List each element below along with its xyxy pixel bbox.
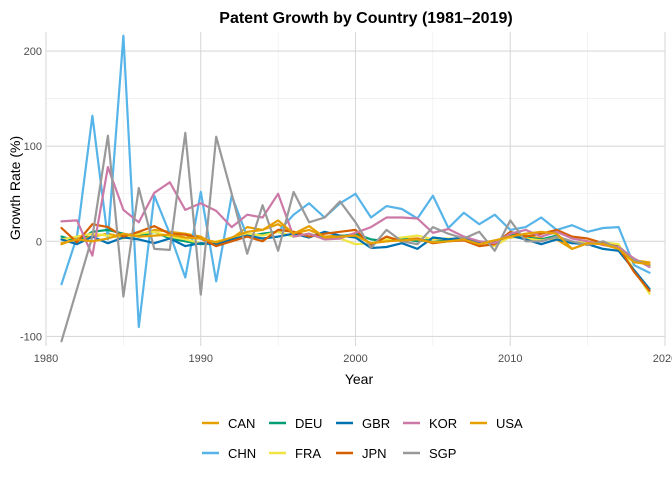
series-line-gbr bbox=[60, 230, 651, 290]
legend-label-can: CAN bbox=[228, 416, 255, 431]
y-tick-label: 100 bbox=[24, 141, 42, 153]
series-line-usa bbox=[60, 219, 651, 266]
legend-label-gbr: GBR bbox=[362, 416, 390, 431]
legend-label-jpn: JPN bbox=[362, 446, 387, 461]
x-tick-label: 2020 bbox=[653, 353, 672, 365]
legend-label-sgp: SGP bbox=[429, 446, 456, 461]
x-tick-label: 1990 bbox=[189, 353, 213, 365]
y-tick-label: -100 bbox=[20, 331, 42, 343]
legend-label-usa: USA bbox=[496, 416, 523, 431]
legend: CAN DEU GBR KOR USA CHN FRA JPN SGP bbox=[202, 416, 523, 461]
x-tick-label: 2010 bbox=[498, 353, 522, 365]
x-axis-label: Year bbox=[345, 371, 374, 387]
y-axis-label: Growth Rate (%) bbox=[7, 136, 23, 240]
x-tick-label: 1980 bbox=[34, 353, 58, 365]
y-tick-label: 200 bbox=[24, 46, 42, 58]
legend-label-kor: KOR bbox=[429, 416, 457, 431]
y-tick-label: 0 bbox=[36, 236, 42, 248]
legend-label-fra: FRA bbox=[295, 446, 321, 461]
series-line-sgp bbox=[60, 131, 651, 343]
series-line-jpn bbox=[60, 223, 651, 292]
legend-label-deu: DEU bbox=[295, 416, 322, 431]
x-tick-label: 2000 bbox=[343, 353, 367, 365]
y-tick-labels: -100 0 100 200 bbox=[20, 46, 42, 343]
series-line-chn bbox=[60, 34, 651, 329]
chart-title: Patent Growth by Country (1981–2019) bbox=[219, 10, 512, 27]
x-tick-labels: 1980 1990 2000 2010 2020 bbox=[34, 353, 672, 365]
legend-label-chn: CHN bbox=[228, 446, 256, 461]
series-lines bbox=[60, 34, 651, 343]
